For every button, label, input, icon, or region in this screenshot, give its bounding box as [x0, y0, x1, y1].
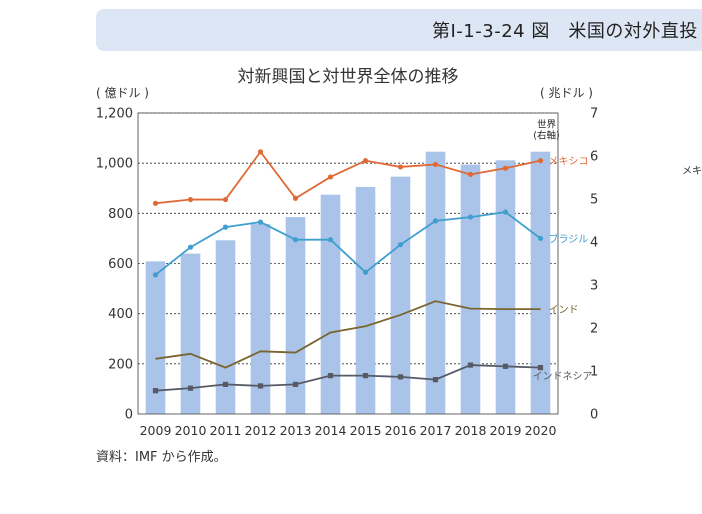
- left-axis-label: ( 億ドル ): [96, 86, 149, 100]
- point-ブラジル: [502, 209, 509, 215]
- chart-title: 対新興国と対世界全体の推移: [238, 67, 459, 87]
- point-ブラジル: [152, 272, 159, 278]
- line-インド: [155, 300, 541, 369]
- point-ブラジル: [292, 237, 299, 243]
- bar-world-2011: [215, 240, 236, 414]
- right-tick-label: 4: [590, 236, 598, 251]
- title-bar: [96, 9, 702, 51]
- bar-world-2010: [180, 253, 201, 414]
- bar-world-2009: [145, 261, 166, 414]
- point-インドネシア: [292, 381, 299, 388]
- point-ブラジル: [362, 269, 369, 275]
- x-tick-label: 2018: [455, 423, 487, 438]
- line-ブラジル: [154, 211, 542, 276]
- point-インドネシア: [362, 373, 369, 379]
- point-ブラジル: [537, 235, 544, 242]
- right-axis-label: ( 兆ドル ): [540, 86, 593, 100]
- point-メキシコ: [327, 174, 334, 180]
- bar-world-2020: [530, 151, 551, 414]
- point-インドネシア: [502, 363, 509, 369]
- country-lines: [152, 149, 544, 394]
- left-tick-label: 600: [108, 257, 133, 272]
- x-tick-label: 2009: [140, 423, 172, 438]
- point-メキシコ: [502, 165, 509, 171]
- series-label: メキシコ: [549, 157, 589, 168]
- right-tick-label: 1: [590, 365, 598, 380]
- left-tick-label: 200: [108, 357, 133, 372]
- plot-frame: [137, 112, 559, 415]
- source-note: 資料：IMF から作成。: [96, 450, 227, 465]
- bar-world-2013: [285, 217, 306, 414]
- point-メキシコ: [187, 196, 194, 203]
- bar-world-2019: [495, 160, 516, 414]
- point-インドネシア: [537, 364, 544, 371]
- point-メキシコ: [362, 158, 369, 164]
- point-メキシコ: [467, 171, 474, 178]
- series-label: インド: [549, 305, 579, 316]
- cut-off-series-label: メキ: [682, 166, 702, 177]
- x-tick-label: 2014: [315, 423, 347, 438]
- grid: [138, 112, 558, 365]
- figure-title: 第Ⅰ-1-3-24 図 米国の対外直投: [432, 21, 698, 42]
- point-メキシコ: [222, 196, 229, 203]
- line-メキシコ: [155, 150, 541, 205]
- right-tick-label: 0: [590, 408, 598, 423]
- x-tick-label: 2012: [245, 423, 277, 438]
- point-インドネシア: [152, 388, 159, 394]
- point-メキシコ: [537, 158, 544, 164]
- point-ブラジル: [222, 224, 229, 230]
- point-インドネシア: [467, 362, 474, 368]
- left-tick-label: 0: [125, 408, 133, 423]
- x-tick-label: 2010: [175, 423, 207, 438]
- x-tick-label: 2019: [490, 423, 522, 438]
- x-tick-label: 2011: [210, 423, 242, 438]
- right-tick-label: 3: [590, 279, 598, 294]
- left-tick-label: 1,200: [96, 107, 133, 122]
- point-インドネシア: [327, 373, 334, 379]
- series-label: インドネシア: [533, 371, 593, 383]
- bar-world-2016: [390, 176, 411, 414]
- bar-world-2018: [460, 164, 481, 414]
- right-tick-label: 2: [590, 322, 598, 337]
- bar-world-2014: [320, 194, 341, 414]
- series-label: ブラジル: [549, 232, 589, 245]
- point-ブラジル: [397, 242, 404, 248]
- bar-world-2015: [355, 186, 376, 414]
- left-tick-label: 1,000: [96, 157, 133, 172]
- bar-series-label: 世界: [537, 119, 557, 131]
- point-インドネシア: [187, 385, 194, 391]
- left-tick-label: 800: [108, 207, 133, 222]
- point-ブラジル: [327, 237, 334, 243]
- bar-series-label: (右軸): [533, 130, 559, 142]
- point-メキシコ: [292, 195, 299, 201]
- point-メキシコ: [397, 164, 404, 170]
- point-メキシコ: [257, 149, 264, 155]
- point-ブラジル: [257, 219, 264, 225]
- point-インドネシア: [432, 377, 439, 383]
- world-bars: [145, 151, 551, 414]
- right-tick-label: 6: [590, 150, 598, 165]
- point-メキシコ: [152, 200, 159, 206]
- x-tick-label: 2016: [385, 423, 417, 438]
- point-インドネシア: [397, 374, 404, 380]
- right-tick-label: 5: [590, 193, 598, 208]
- line-インドネシア: [155, 364, 541, 392]
- x-tick-label: 2020: [525, 423, 557, 438]
- x-tick-label: 2017: [420, 423, 452, 438]
- right-tick-label: 7: [590, 107, 598, 122]
- point-ブラジル: [187, 244, 194, 250]
- point-ブラジル: [467, 214, 474, 220]
- left-tick-label: 400: [108, 307, 133, 322]
- bar-world-2012: [250, 223, 271, 414]
- x-tick-label: 2013: [280, 423, 312, 438]
- point-ブラジル: [432, 218, 439, 224]
- point-インドネシア: [222, 381, 229, 388]
- bar-world-2017: [425, 151, 446, 414]
- point-メキシコ: [432, 161, 439, 168]
- point-インドネシア: [257, 383, 264, 389]
- x-tick-label: 2015: [350, 423, 382, 438]
